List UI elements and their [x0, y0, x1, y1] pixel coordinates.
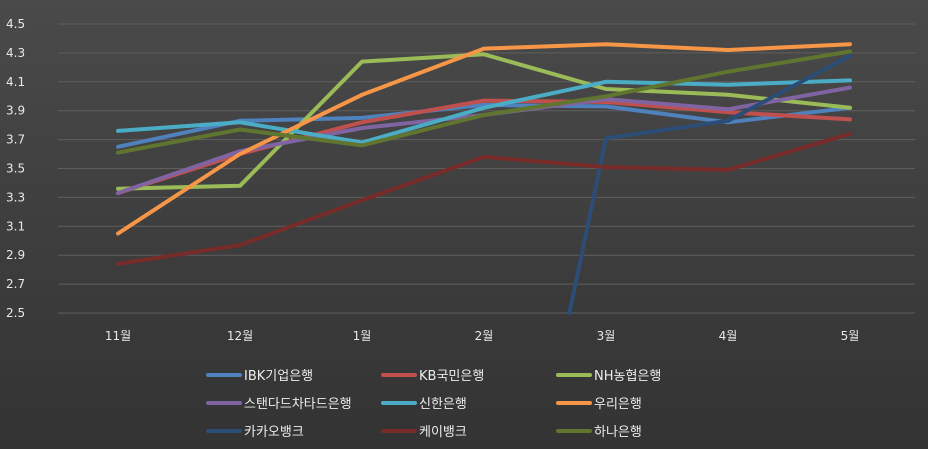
y-tick-label: 3.7 [6, 133, 25, 147]
legend-label: KB국민은행 [419, 368, 484, 384]
y-tick-label: 3.9 [6, 104, 25, 118]
legend-label: 케이뱅크 [419, 425, 467, 440]
x-tick-label: 4월 [719, 329, 738, 343]
y-tick-label: 2.9 [6, 248, 25, 262]
x-tick-label: 3월 [597, 329, 616, 343]
y-tick-label: 4.5 [6, 17, 25, 31]
x-tick-label: 5월 [841, 329, 860, 343]
legend-label: NH농협은행 [594, 368, 661, 384]
y-tick-label: 4.3 [6, 46, 25, 60]
y-axis-ticks: 2.5 2.7 2.9 3.1 3.3 3.5 3.7 3.9 4.1 4.3 4.5 [6, 17, 25, 320]
series-lines [116, 42, 852, 315]
y-tick-label: 2.7 [6, 277, 25, 291]
y-tick-label: 3.5 [6, 162, 25, 176]
series-line-6 [116, 42, 852, 236]
legend-label: 카카오뱅크 [244, 425, 304, 440]
series-line-9 [116, 49, 852, 155]
x-tick-label: 2월 [475, 329, 494, 343]
legend-label: IBK기업은행 [244, 368, 313, 384]
series-line-8 [116, 131, 852, 266]
series-line-5 [116, 78, 852, 145]
legend-label: 신한은행 [419, 396, 467, 412]
series-line-7 [567, 53, 852, 315]
y-tick-label: 3.3 [6, 190, 25, 204]
legend-label: 스탠다드차타드은행 [244, 396, 352, 412]
series-line-3 [116, 52, 852, 191]
y-tick-label: 4.1 [6, 75, 25, 89]
x-tick-label: 12월 [227, 329, 253, 343]
legend-label: 하나은행 [594, 424, 642, 440]
legend-label: 우리은행 [594, 396, 642, 412]
x-tick-label: 1월 [353, 329, 372, 343]
y-tick-label: 3.1 [6, 219, 25, 233]
x-tick-label: 11월 [105, 329, 131, 343]
x-axis-ticks: 11월 12월 1월 2월 3월 4월 5월 [105, 329, 860, 343]
y-tick-label: 2.5 [6, 306, 25, 320]
